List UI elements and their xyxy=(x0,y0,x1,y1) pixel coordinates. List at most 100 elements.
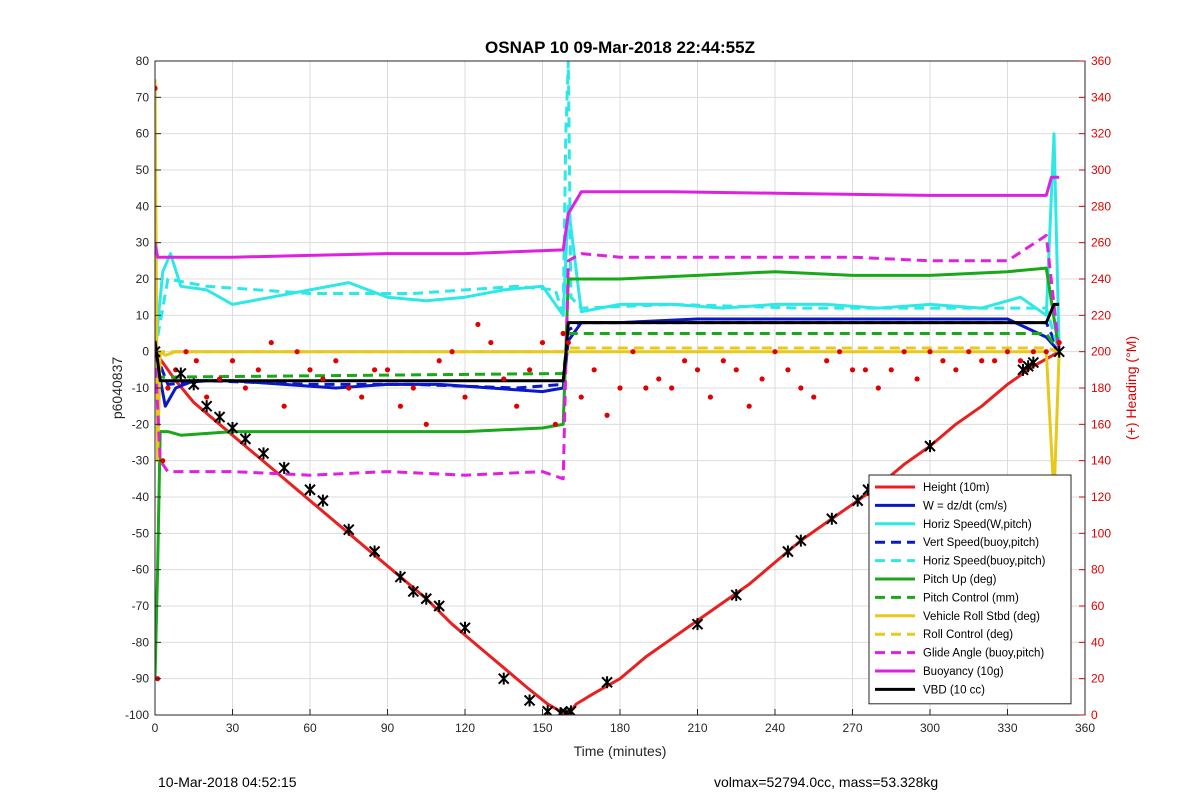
marker-point xyxy=(826,512,838,525)
marker-point xyxy=(601,676,613,689)
y-tick-label: 20 xyxy=(136,272,150,286)
footer-stats: volmax=52794.0cc, mass=53.328kg xyxy=(714,774,939,790)
marker-point xyxy=(730,589,742,602)
heading-point xyxy=(475,321,481,328)
y2-tick-label: 40 xyxy=(1091,635,1105,649)
heading-point xyxy=(165,385,171,391)
marker-point xyxy=(407,585,420,598)
heading-point xyxy=(720,358,726,364)
heading-point xyxy=(669,385,675,391)
heading-point xyxy=(501,376,507,382)
heading-point xyxy=(160,458,166,464)
marker-point xyxy=(498,672,510,685)
marker-point xyxy=(200,400,213,413)
heading-point xyxy=(966,349,972,355)
legend-label: Buoyancy (10g) xyxy=(923,666,1004,678)
series-pitch-up-deg xyxy=(155,266,1061,679)
heading-point xyxy=(560,330,566,337)
x-tick-label: 210 xyxy=(687,721,707,735)
legend-label: Glide Angle (buoy,pitch) xyxy=(923,648,1044,660)
heading-point xyxy=(371,367,378,373)
heading-point xyxy=(759,376,765,382)
x-tick-label: 30 xyxy=(226,721,240,735)
heading-point xyxy=(526,367,533,373)
y-tick-label: -80 xyxy=(132,635,150,649)
legend-box xyxy=(868,474,1072,705)
heading-point xyxy=(991,358,998,364)
marker-point xyxy=(239,432,252,445)
heading-point xyxy=(630,349,636,355)
y-tick-label: 40 xyxy=(136,199,150,213)
marker-point xyxy=(795,534,807,547)
heading-point xyxy=(397,403,404,409)
heading-point xyxy=(281,403,287,409)
x-tick-label: 270 xyxy=(842,721,862,735)
x-tick-label: 330 xyxy=(997,721,1017,735)
x-tick-label: 240 xyxy=(765,721,785,735)
heading-point xyxy=(591,367,597,373)
heading-point xyxy=(604,412,610,418)
y-tick-label: -70 xyxy=(132,599,150,613)
heading-point xyxy=(204,394,210,400)
heading-point xyxy=(746,403,752,409)
legend-label: Pitch Control (mm) xyxy=(923,592,1019,604)
y2-tick-label: 200 xyxy=(1091,345,1111,359)
y-tick-label: -40 xyxy=(132,490,150,504)
x-tick-label: 120 xyxy=(455,721,475,735)
heading-point xyxy=(449,349,455,355)
y2-tick-label: 100 xyxy=(1091,526,1111,540)
heading-point xyxy=(940,358,946,364)
y-tick-label: 10 xyxy=(136,308,150,322)
y2-tick-label: 340 xyxy=(1091,90,1111,104)
y2-tick-label: 160 xyxy=(1091,417,1111,431)
heading-point xyxy=(307,367,313,373)
y2-tick-label: 260 xyxy=(1091,236,1111,250)
heading-point xyxy=(643,385,649,391)
legend-label: Vert Speed(buoy,pitch) xyxy=(923,537,1039,549)
heading-point xyxy=(694,367,701,373)
heading-point xyxy=(901,349,907,355)
marker-point xyxy=(368,545,381,558)
y2-tick-label: 0 xyxy=(1091,708,1098,722)
marker-point xyxy=(851,494,864,507)
series-buoyancy-10g xyxy=(155,175,1060,259)
heading-point xyxy=(320,376,326,382)
marker-point xyxy=(1053,345,1065,358)
y-tick-label: 60 xyxy=(136,127,150,141)
marker-point xyxy=(257,447,270,460)
marker-point xyxy=(782,545,794,558)
heading-point xyxy=(410,385,416,391)
heading-point xyxy=(346,385,352,391)
marker-point xyxy=(1017,363,1029,376)
marker-point xyxy=(278,461,290,474)
marker-point xyxy=(213,411,226,424)
heading-point xyxy=(384,367,391,373)
y2-tick-label: 120 xyxy=(1091,490,1111,504)
heading-point xyxy=(1056,339,1062,346)
series-group xyxy=(155,61,1065,715)
heading-point xyxy=(656,376,662,382)
legend-label: Height (10m) xyxy=(923,482,990,494)
legend: Height (10m) W = dz/dt (cm/s) Horiz Speed(… xyxy=(868,474,1072,705)
x-tick-label: 150 xyxy=(532,721,552,735)
marker-point xyxy=(304,483,316,496)
legend-label: Vehicle Roll Stbd (deg) xyxy=(923,611,1040,623)
legend-label: Pitch Up (deg) xyxy=(923,574,997,586)
heading-point xyxy=(707,394,714,400)
y-tick-label: -60 xyxy=(132,563,150,577)
y2-tick-label: 320 xyxy=(1091,127,1111,141)
y2-tick-label: 60 xyxy=(1091,599,1105,613)
heading-point xyxy=(216,376,223,382)
marker-point xyxy=(523,694,536,707)
footer-timestamp: 10-Mar-2018 04:52:15 xyxy=(158,774,297,790)
heading-point xyxy=(539,339,546,346)
marker-point xyxy=(226,421,239,434)
x-axis: 0 30 60 90 120 150 180 210 240 270 300 330 360 xyxy=(152,709,1095,735)
y2-tick-label: 180 xyxy=(1091,381,1111,395)
heading-point xyxy=(578,394,584,400)
heading-point xyxy=(255,367,261,373)
heading-point xyxy=(849,367,856,373)
heading-point xyxy=(1017,358,1024,364)
heading-point xyxy=(552,421,559,427)
